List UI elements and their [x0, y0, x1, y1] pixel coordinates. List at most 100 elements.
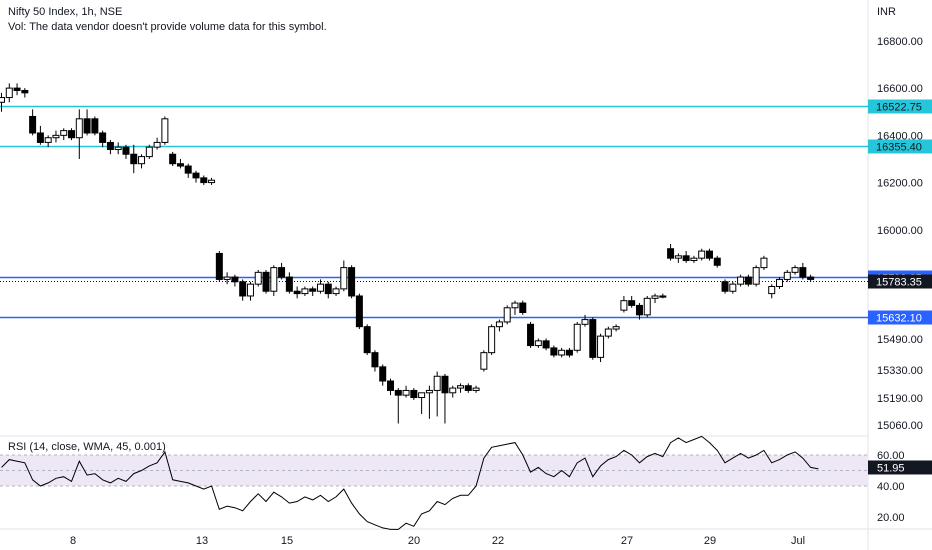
candle-body	[441, 375, 449, 394]
candle-body	[589, 319, 597, 358]
candle-body	[231, 276, 239, 283]
time-tick-label: 13	[196, 535, 208, 547]
candle-body	[176, 163, 184, 167]
rsi-pane[interactable]	[0, 435, 868, 530]
time-tick-label: 15	[281, 535, 293, 547]
candle-body	[776, 278, 783, 288]
price-tick-label: 16800.00	[877, 36, 923, 48]
current-price-tag-label: 15783.35	[876, 277, 922, 289]
candle-body	[340, 267, 348, 290]
candle-body	[581, 319, 589, 325]
candle-body	[503, 307, 511, 323]
candle-body	[480, 352, 488, 370]
level-price-tag	[868, 139, 932, 154]
candle-body	[29, 115, 37, 134]
candle-body	[768, 286, 776, 295]
price-tick-label: 17000.00	[877, 0, 923, 1]
candle-body	[293, 290, 301, 295]
candle-body	[542, 340, 550, 349]
candle-body	[667, 248, 675, 259]
candle-body	[13, 87, 21, 91]
candle-body	[262, 271, 270, 292]
candle-body	[410, 389, 418, 399]
time-tick-label: 22	[492, 535, 504, 547]
candle-body	[573, 323, 581, 351]
time-tick-label: 20	[408, 535, 420, 547]
candle-body	[363, 326, 371, 354]
candle-body	[737, 276, 745, 285]
candle-body	[309, 288, 317, 292]
candle-body	[713, 257, 721, 266]
candle-body	[208, 179, 216, 184]
candle-body	[68, 130, 76, 139]
candle-body	[371, 352, 379, 368]
price-tick-label: 16200.00	[877, 178, 923, 190]
candle-body	[138, 156, 146, 165]
candle-body	[278, 267, 286, 278]
candle-body	[565, 349, 573, 356]
horizontal-levels[interactable]	[0, 105, 868, 319]
candle-body	[355, 295, 363, 328]
candle-body	[488, 326, 496, 354]
candle-body	[130, 153, 138, 165]
candle-body	[332, 288, 340, 295]
candle-body	[604, 328, 612, 337]
candle-body	[36, 132, 44, 143]
current-price-tag	[868, 274, 932, 289]
candle-body	[472, 387, 480, 391]
candle-body	[597, 335, 605, 358]
candle-body	[807, 276, 815, 280]
volume-note: Vol: The data vendor doesn't provide vol…	[8, 21, 327, 33]
candle-body	[21, 89, 29, 94]
candle-body	[752, 267, 760, 285]
rsi-tick-label: 40.00	[877, 481, 905, 493]
candle-body	[145, 146, 153, 158]
price-axis[interactable]: INR 17000.00 16800.00 16600.00 16400.00 16200…	[877, 0, 923, 524]
price-tick-label: 15190.00	[877, 393, 923, 405]
rsi-tick-label: 60.00	[877, 450, 905, 462]
candle-body	[628, 300, 636, 306]
candle-body	[99, 132, 107, 143]
candle-body	[705, 250, 713, 259]
candle-body	[418, 392, 426, 399]
candle-body	[215, 252, 223, 280]
candle-body	[285, 276, 293, 292]
candle-body	[558, 349, 566, 356]
time-tick-label: 29	[704, 535, 716, 547]
candle-body	[635, 304, 643, 316]
rsi-legend: RSI (14, close, WMA, 45, 0.001)	[8, 441, 166, 453]
candle-body	[402, 389, 410, 396]
candle-body	[91, 118, 99, 134]
candle-body	[511, 302, 519, 309]
candle-body	[783, 271, 791, 280]
candle-body	[464, 385, 472, 391]
candle-body	[612, 326, 620, 330]
candle-body	[200, 177, 208, 184]
time-tick-label: Jul	[791, 535, 805, 547]
candle-body	[744, 276, 752, 285]
time-axis[interactable]: 8 13 15 20 22 27 29 Jul	[70, 535, 805, 547]
candlestick-series[interactable]	[0, 83, 815, 424]
candle-body	[674, 255, 682, 259]
candle-body	[75, 118, 83, 139]
price-tick-label: 15490.00	[877, 334, 923, 346]
candle-body	[83, 118, 91, 134]
candle-body	[729, 283, 737, 292]
rsi-line	[1, 435, 819, 530]
candle-body	[449, 387, 457, 394]
candle-body	[0, 97, 5, 103]
candle-body	[246, 283, 254, 297]
price-tick-label: 15060.00	[877, 420, 923, 432]
candle-body	[519, 302, 527, 313]
candle-body	[620, 300, 628, 311]
candle-body	[5, 87, 13, 99]
level-price-tag-label: 16355.40	[876, 142, 922, 154]
price-tick-label: 16000.00	[877, 225, 923, 237]
candle-body	[348, 267, 356, 297]
candle-body	[799, 267, 807, 278]
level-price-tag-label: 15632.10	[876, 313, 922, 325]
price-tick-label: 16400.00	[877, 130, 923, 142]
candle-body	[690, 257, 698, 262]
candle-body	[223, 276, 231, 280]
